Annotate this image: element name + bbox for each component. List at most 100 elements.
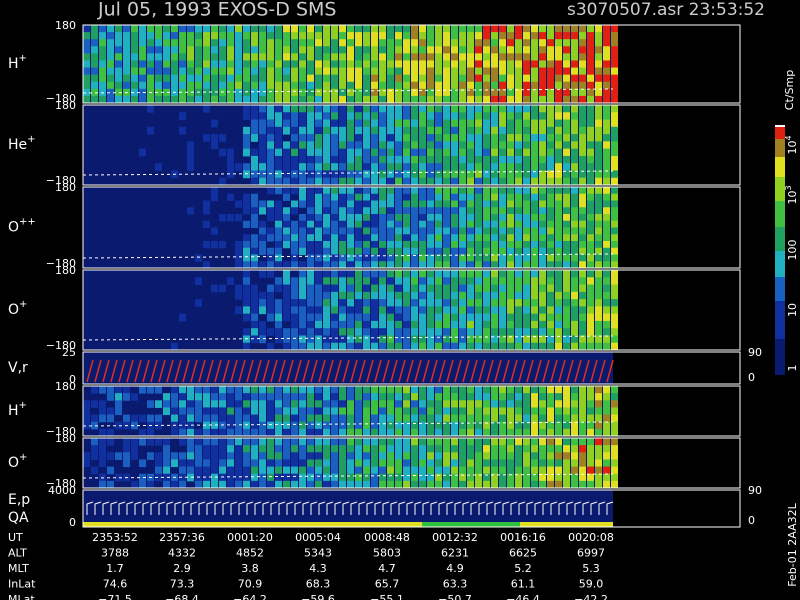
spectro-cell	[483, 112, 490, 121]
spectro-cell	[483, 200, 490, 208]
spectro-cell	[523, 445, 530, 453]
spectro-cell	[275, 220, 282, 228]
spectro-cell	[307, 393, 314, 401]
spectro-cell	[467, 163, 474, 171]
spectro-cell	[267, 234, 274, 242]
spectro-cell	[419, 241, 426, 249]
spectro-cell	[395, 480, 402, 489]
spectro-cell	[291, 177, 298, 186]
spectro-cell	[275, 214, 282, 222]
spectro-cell	[587, 81, 594, 90]
spectro-cell	[499, 452, 506, 460]
spectro-cell	[523, 112, 530, 121]
spectro-cell	[331, 119, 338, 128]
spectro-cell	[515, 105, 522, 113]
spectro-cell	[523, 241, 530, 249]
colorbar-cell	[775, 287, 785, 289]
spectro-cell	[267, 386, 274, 394]
spectro-cell	[363, 220, 370, 228]
spectro-cell	[411, 421, 418, 430]
spectro-cell	[347, 155, 354, 164]
spectro-cell	[347, 445, 354, 453]
spectro-cell	[339, 67, 346, 76]
spectro-cell	[523, 214, 530, 222]
spectro-cell	[315, 134, 322, 142]
spectro-cell	[507, 193, 514, 201]
spectro-cell	[547, 39, 554, 47]
spectro-cell	[131, 393, 138, 401]
colorbar-cell	[775, 127, 785, 129]
spectro-cell	[411, 328, 418, 336]
spectro-cell	[515, 177, 522, 186]
spectro-cell	[515, 480, 522, 489]
spectro-cell	[291, 105, 298, 113]
spectro-cell	[259, 320, 266, 329]
colorbar-cell	[775, 201, 785, 203]
spectro-cell	[563, 25, 570, 33]
spectro-cell	[195, 39, 202, 47]
spectro-cell	[259, 386, 266, 394]
spectro-cell	[435, 187, 442, 195]
spectro-cell	[491, 148, 498, 157]
colorbar-cell	[775, 261, 785, 263]
spectro-cell	[571, 306, 578, 315]
spectro-cell	[331, 234, 338, 242]
spectro-cell	[155, 421, 162, 430]
spectro-cell	[483, 105, 490, 113]
spectro-cell	[347, 163, 354, 171]
spectro-cell	[451, 119, 458, 128]
spectro-cell	[563, 299, 570, 307]
spectro-cell	[355, 227, 362, 235]
spectro-cell	[435, 452, 442, 460]
spectro-cell	[283, 74, 290, 83]
spectro-cell	[379, 313, 386, 322]
spectro-cell	[475, 177, 482, 186]
spectro-cell	[347, 105, 354, 113]
spectro-cell	[459, 291, 466, 300]
spectro-cell	[371, 95, 378, 104]
spectro-cell	[571, 95, 578, 104]
spectro-cell	[523, 270, 530, 278]
spectro-cell	[443, 214, 450, 222]
spectro-cell	[523, 247, 530, 255]
spectro-cell	[395, 32, 402, 40]
spectro-cell	[243, 60, 250, 69]
spectro-cell	[347, 32, 354, 40]
spectro-cell	[395, 25, 402, 33]
spectro-cell	[515, 32, 522, 40]
spectro-cell	[227, 445, 234, 453]
spectro-cell	[363, 134, 370, 142]
spectro-cell	[203, 95, 210, 104]
spectro-cell	[563, 466, 570, 475]
spectro-cell	[307, 207, 314, 215]
spectro-cell	[251, 95, 258, 104]
spectro-cell	[483, 25, 490, 33]
spectro-cell	[507, 342, 514, 351]
spectro-cell	[307, 155, 314, 164]
spectro-cell	[267, 39, 274, 47]
spectro-cell	[171, 46, 178, 54]
spectro-cell	[347, 67, 354, 76]
spectro-cell	[531, 241, 538, 249]
spectro-cell	[283, 155, 290, 164]
spectro-cell	[259, 306, 266, 315]
spectro-cell	[379, 74, 386, 83]
spectro-cell	[547, 452, 554, 460]
spectro-cell	[483, 148, 490, 157]
spectro-cell	[475, 53, 482, 61]
spectro-cell	[403, 284, 410, 293]
spectro-cell	[475, 254, 482, 262]
spectro-cell	[531, 67, 538, 76]
spectro-cell	[483, 480, 490, 489]
spectro-cell	[595, 261, 602, 269]
spectro-cell	[371, 438, 378, 446]
spectro-cell	[555, 421, 562, 430]
spectro-cell	[507, 445, 514, 453]
spectro-cell	[411, 261, 418, 269]
spectro-cell	[203, 445, 210, 453]
spectro-cell	[355, 177, 362, 186]
spectro-cell	[371, 277, 378, 286]
spectro-cell	[419, 53, 426, 61]
spectro-cell	[163, 459, 170, 468]
spectro-cell	[419, 134, 426, 142]
